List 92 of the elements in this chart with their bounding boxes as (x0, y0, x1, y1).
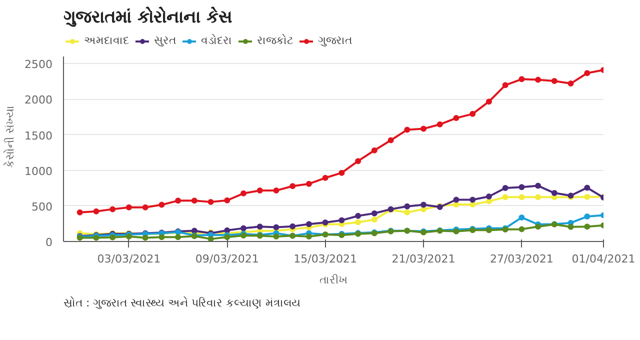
point (584, 194, 590, 200)
point (502, 82, 508, 88)
point (502, 184, 508, 191)
point (470, 202, 476, 208)
point (290, 223, 296, 230)
point (322, 174, 328, 181)
point (76, 209, 83, 216)
point (306, 180, 312, 187)
point (453, 115, 460, 122)
point (420, 202, 426, 208)
point (535, 224, 542, 230)
point (290, 183, 296, 190)
point (240, 190, 246, 196)
point (256, 188, 263, 194)
point (470, 196, 476, 203)
point (420, 126, 426, 132)
point (273, 188, 280, 194)
point (110, 206, 116, 212)
point (273, 233, 280, 240)
point (208, 198, 214, 205)
point (453, 196, 460, 203)
legend-label: રાજકોટ (257, 34, 293, 47)
y-tick-label: 1500 (24, 129, 53, 142)
point (224, 197, 230, 204)
x-tick-label: 03/03/2021 (97, 252, 161, 266)
point (256, 224, 263, 230)
y-axis-title: કેસોની સંખ્યા (4, 106, 17, 168)
point (584, 184, 590, 191)
point (518, 184, 525, 190)
point (158, 202, 165, 208)
y-tick-label: 1000 (24, 164, 53, 178)
point (371, 216, 378, 223)
point (502, 194, 508, 200)
point (551, 78, 558, 84)
point (486, 194, 492, 200)
point (158, 234, 165, 240)
point (306, 221, 312, 228)
point (470, 110, 476, 117)
point (518, 194, 525, 200)
point (306, 233, 312, 240)
point (518, 214, 525, 220)
legend-label: અમદાવાદ (84, 34, 129, 47)
point (371, 147, 378, 154)
point (338, 170, 345, 176)
legend-label: વડોદરા (201, 34, 232, 47)
point (371, 210, 378, 216)
point (208, 236, 214, 242)
point (93, 208, 100, 214)
point (584, 224, 590, 230)
point (126, 204, 132, 210)
point (518, 76, 525, 82)
point (486, 98, 492, 105)
point (568, 224, 574, 230)
point (568, 80, 574, 87)
point (404, 203, 410, 210)
point (175, 198, 182, 204)
point (142, 234, 148, 241)
legend-label: ગુજરાત (318, 34, 352, 47)
point (355, 219, 362, 226)
text: સ્રોત : ગુજરાત સ્વાસ્થ્ય અને પરિવાર કલ્યાણ મંત્રાલય (64, 296, 301, 310)
point (404, 126, 410, 133)
point (191, 198, 198, 204)
point (273, 224, 280, 230)
y-tick-label: 2000 (24, 94, 53, 107)
point (142, 204, 148, 210)
legend-label: સુરત (154, 34, 176, 47)
point (388, 137, 394, 144)
point (518, 226, 525, 232)
point (436, 121, 443, 128)
point (355, 212, 362, 219)
x-tick-label: 09/03/2021 (195, 252, 259, 266)
x-axis-title: તારીખ (320, 274, 348, 286)
x-tick-label: 01/04/2021 (572, 252, 636, 266)
point (584, 214, 590, 220)
point (535, 194, 542, 200)
point (338, 217, 345, 224)
point (535, 76, 542, 83)
x-tick-label: 27/03/2021 (490, 252, 554, 266)
point (224, 227, 230, 234)
point (535, 182, 542, 189)
chart-title: ગુજરાતમાં કોરોનાના કેસ (64, 6, 232, 28)
y-tick-label: 2500 (24, 58, 53, 72)
x-tick-label: 15/03/2021 (294, 252, 358, 266)
point (240, 225, 246, 232)
point (355, 158, 362, 164)
y-tick-label: 500 (32, 200, 53, 214)
point (584, 70, 590, 76)
point (551, 190, 558, 196)
y-tick-label: 0 (46, 236, 52, 249)
point (175, 234, 182, 240)
x-tick-label: 21/03/2021 (392, 252, 456, 266)
point (404, 209, 410, 216)
